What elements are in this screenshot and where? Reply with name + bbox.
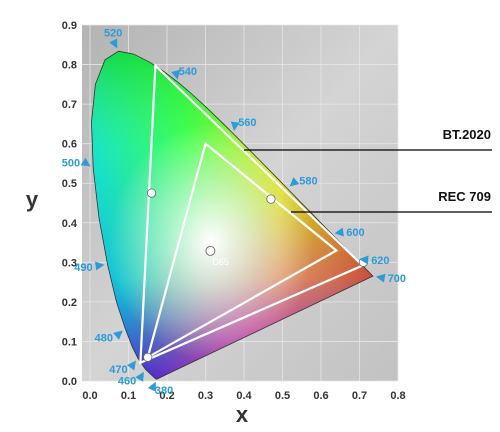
wavelength-label-540: 540	[179, 66, 197, 78]
wavelength-arrow-380	[147, 381, 156, 392]
wavelength-label-470: 470	[109, 364, 127, 376]
y-tick-label: 0.0	[62, 376, 77, 388]
wavelength-label-490: 490	[74, 262, 92, 274]
wavelength-arrow-520	[109, 38, 118, 49]
x-tick-label: 0.3	[198, 390, 213, 402]
y-tick-label: 0.7	[62, 99, 77, 111]
y-tick-labels: 0.0 0.1 0.2 0.3 0.4 0.5 0.6 0.7 0.8 0.9	[62, 20, 78, 388]
gamut-markers	[143, 188, 368, 362]
x-tick-label: 0.7	[352, 390, 367, 402]
y-tick-label: 0.1	[62, 336, 77, 348]
y-tick-label: 0.5	[62, 178, 77, 190]
wavelength-label-560: 560	[238, 117, 256, 129]
wavelength-arrow-460	[135, 371, 144, 382]
bt2020-gamut-triangle	[139, 63, 365, 365]
d65-label: D65	[212, 257, 229, 267]
wavelength-label-500: 500	[62, 158, 80, 170]
wavelength-label-460: 460	[118, 376, 136, 388]
wavelength-arrow-620	[359, 255, 369, 265]
y-tick-label: 0.2	[62, 297, 77, 309]
y-tick-label: 0.9	[62, 20, 77, 32]
wavelength-arrow-560	[230, 121, 240, 131]
wavelength-arrow-540	[171, 69, 180, 80]
y-tick-label: 0.6	[62, 139, 77, 151]
gamut-point-marker	[143, 352, 153, 362]
rec709-label: REC 709	[438, 189, 491, 204]
wavelength-label-380: 380	[155, 385, 173, 397]
x-tick-labels: 0.0 0.1 0.2 0.3 0.4 0.5 0.6 0.7 0.8	[82, 390, 405, 402]
y-tick-label: 0.3	[62, 257, 77, 269]
wavelength-arrow-500	[80, 157, 91, 167]
x-axis-label: x	[236, 402, 249, 427]
x-tick-label: 0.2	[159, 390, 174, 402]
wavelength-arrow-700	[375, 273, 386, 283]
y-axis-label: y	[26, 187, 39, 212]
wavelength-label-520: 520	[104, 28, 122, 40]
y-tick-label: 0.8	[62, 60, 77, 72]
gamut-point-marker	[147, 188, 157, 198]
x-tick-label: 0.8	[390, 390, 405, 402]
x-tick-label: 0.6	[313, 390, 328, 402]
gamut-point-marker	[266, 194, 276, 204]
wavelength-label-620: 620	[371, 255, 389, 267]
wavelength-arrow-600	[334, 227, 344, 237]
wavelength-arrow-470	[127, 360, 136, 371]
wavelength-arrow-480	[113, 330, 123, 340]
wavelength-arrow-580	[289, 177, 300, 187]
x-tick-label: 0.4	[236, 390, 252, 402]
x-tick-label: 0.0	[82, 390, 97, 402]
x-tick-label: 0.1	[121, 390, 136, 402]
wavelength-arrow-490	[95, 261, 105, 271]
wavelength-label-700: 700	[388, 273, 406, 285]
bt2020-label: BT.2020	[443, 127, 491, 142]
x-tick-label: 0.5	[275, 390, 290, 402]
wavelength-label-480: 480	[95, 332, 113, 344]
wavelength-label-580: 580	[299, 176, 317, 188]
d65-white-point	[205, 245, 216, 256]
wavelength-label-600: 600	[346, 227, 364, 239]
y-tick-label: 0.4	[62, 218, 78, 230]
